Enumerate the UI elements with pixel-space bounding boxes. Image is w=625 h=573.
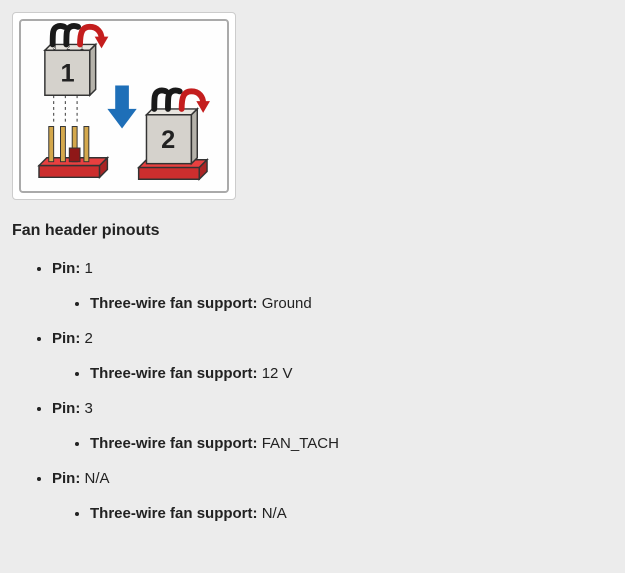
support-value: Ground	[262, 295, 312, 312]
support-row: Three-wire fan support: N/A	[90, 503, 613, 524]
support-label: Three-wire fan support:	[90, 435, 258, 452]
support-value: FAN_TACH	[262, 435, 339, 452]
pin-row: Pin: N/A Three-wire fan support: N/A	[52, 468, 613, 524]
pin-row: Pin: 1 Three-wire fan support: Ground	[52, 258, 613, 314]
fan-connector-diagram: 3 2 1 1 2	[19, 19, 229, 193]
pinout-list: Pin: 1 Three-wire fan support: Ground Pi…	[12, 258, 613, 524]
support-value: 12 V	[262, 365, 293, 382]
pin-value: 2	[85, 330, 93, 347]
section-title: Fan header pinouts	[12, 222, 613, 240]
support-label: Three-wire fan support:	[90, 505, 258, 522]
pin-label: Pin:	[52, 400, 80, 417]
support-row: Three-wire fan support: 12 V	[90, 363, 613, 384]
pin-label: Pin:	[52, 330, 80, 347]
pin-label: Pin:	[52, 260, 80, 277]
pin-value: N/A	[85, 470, 110, 487]
support-row: Three-wire fan support: Ground	[90, 293, 613, 314]
connector-2-label: 2	[161, 126, 175, 154]
support-label: Three-wire fan support:	[90, 365, 258, 382]
pin-label: Pin:	[52, 470, 80, 487]
connector-1-label: 1	[60, 60, 74, 88]
support-value: N/A	[262, 505, 287, 522]
pin-row: Pin: 3 Three-wire fan support: FAN_TACH	[52, 398, 613, 454]
pin-value: 1	[85, 260, 93, 277]
fan-diagram-frame: 3 2 1 1 2	[12, 12, 236, 200]
support-row: Three-wire fan support: FAN_TACH	[90, 433, 613, 454]
pin-row: Pin: 2 Three-wire fan support: 12 V	[52, 328, 613, 384]
support-label: Three-wire fan support:	[90, 295, 258, 312]
pin-value: 3	[85, 400, 93, 417]
